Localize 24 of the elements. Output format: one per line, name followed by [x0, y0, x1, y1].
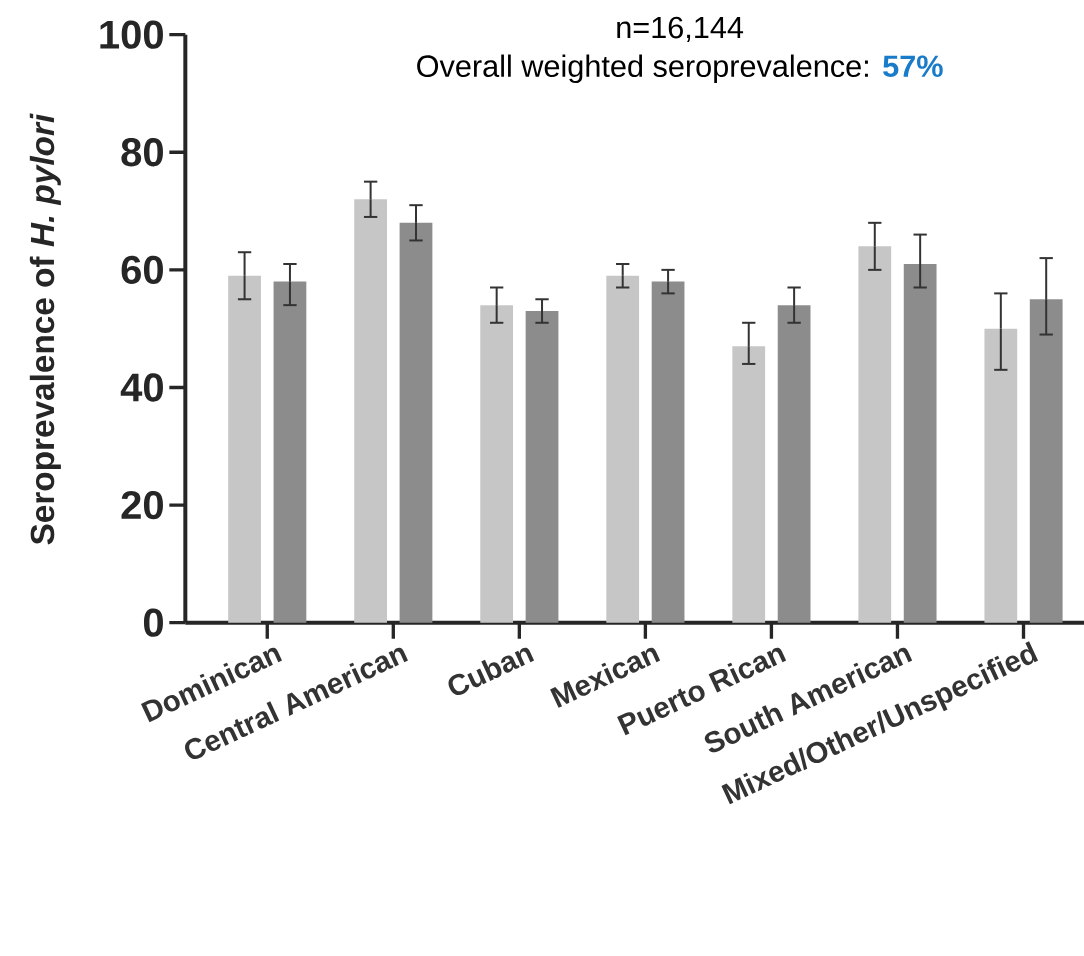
bar [273, 281, 307, 623]
y-tick-label: 40 [120, 373, 163, 402]
bar [480, 305, 514, 623]
bar [399, 222, 433, 623]
text: Overall weighted seroprevalence: 57% [417, 54, 943, 84]
bar [651, 281, 685, 623]
bar [858, 246, 892, 623]
y-tick-label: 100 [100, 20, 163, 49]
bar [228, 275, 261, 623]
y-tick-label: 60 [121, 255, 163, 285]
bar [984, 328, 1018, 623]
bar [354, 199, 387, 623]
chart-title: n=16,144 [617, 16, 744, 43]
y-tick-label: 20 [121, 490, 163, 520]
x-tick-label: Cuban [448, 647, 535, 695]
y-axis-title: Seroprevalence of H. pylori [29, 113, 61, 545]
y-tick-label: 0 [143, 608, 163, 637]
bar [903, 263, 937, 623]
bar [606, 275, 640, 623]
bar [777, 305, 811, 623]
bar [1029, 299, 1063, 623]
y-tick-label: 80 [121, 138, 163, 167]
bar [732, 346, 766, 623]
bar [525, 311, 559, 623]
